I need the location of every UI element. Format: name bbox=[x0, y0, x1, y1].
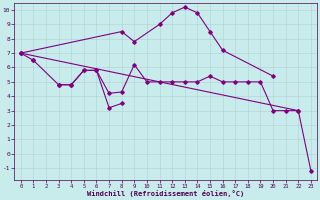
X-axis label: Windchill (Refroidissement éolien,°C): Windchill (Refroidissement éolien,°C) bbox=[87, 190, 244, 197]
